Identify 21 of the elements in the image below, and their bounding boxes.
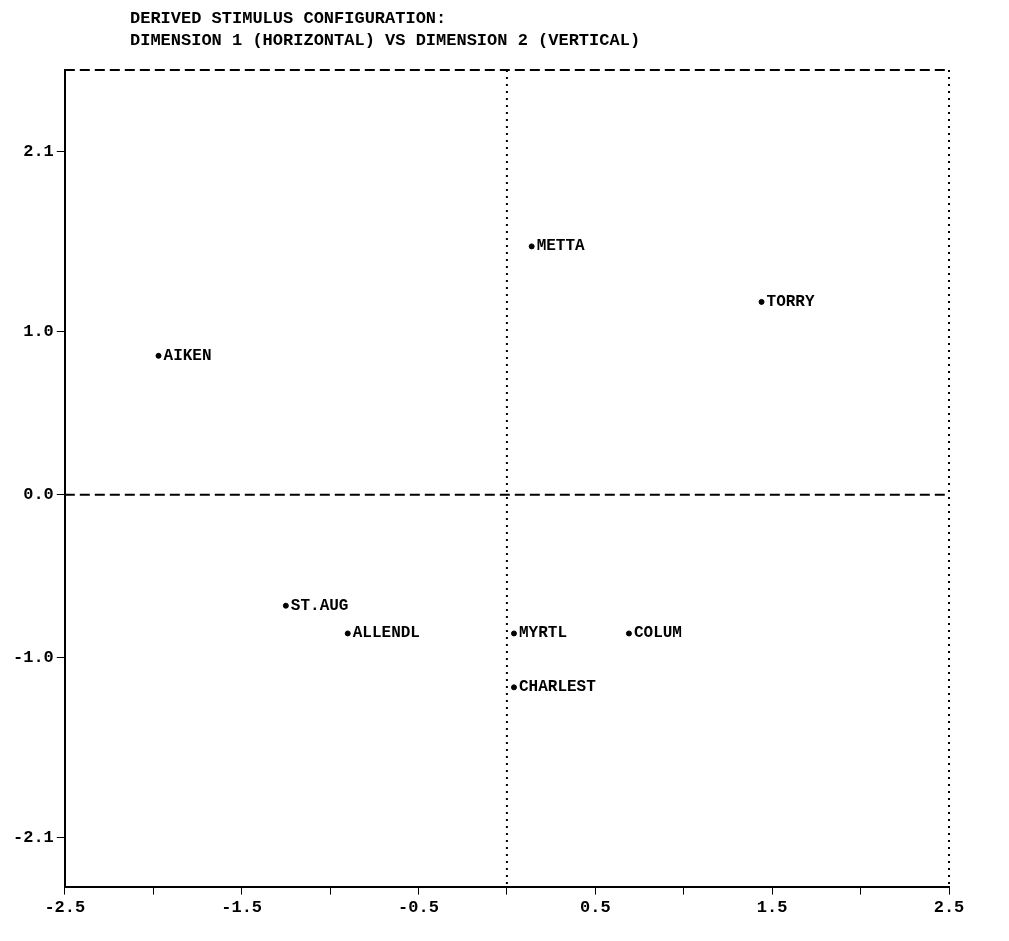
x-tick-label: 1.5	[756, 898, 788, 918]
text: ST.AUG	[290, 596, 349, 615]
chart-title: DERIVED STIMULUS CONFIGURATION:	[130, 8, 448, 30]
text: ALLENDL	[352, 624, 420, 643]
y-tick-label: -2.1	[12, 827, 54, 847]
text: METTA	[536, 237, 586, 256]
y-tick-label: -1.0	[12, 648, 54, 668]
x-tick-label: -0.5	[398, 898, 439, 918]
text: AIKEN	[163, 346, 212, 365]
x-tick-label: -2.5	[44, 898, 86, 918]
text: TORRY	[766, 292, 815, 311]
text: MYRTL	[518, 624, 567, 643]
x-tick-label: -1.5	[221, 898, 263, 918]
y-tick-label: 1.0	[23, 321, 54, 341]
y-tick-label: 2.1	[23, 141, 54, 161]
text: CHARLEST	[518, 678, 597, 697]
chart-subtitle: DIMENSION 1 (HORIZONTAL) VS DIMENSION 2 (VERTICAL)	[130, 30, 641, 52]
x-tick-label: 0.5	[580, 898, 611, 918]
x-tick-label: 2.5	[933, 898, 965, 918]
text: COLUM	[633, 624, 682, 643]
y-tick-label: 0.0	[23, 484, 54, 504]
